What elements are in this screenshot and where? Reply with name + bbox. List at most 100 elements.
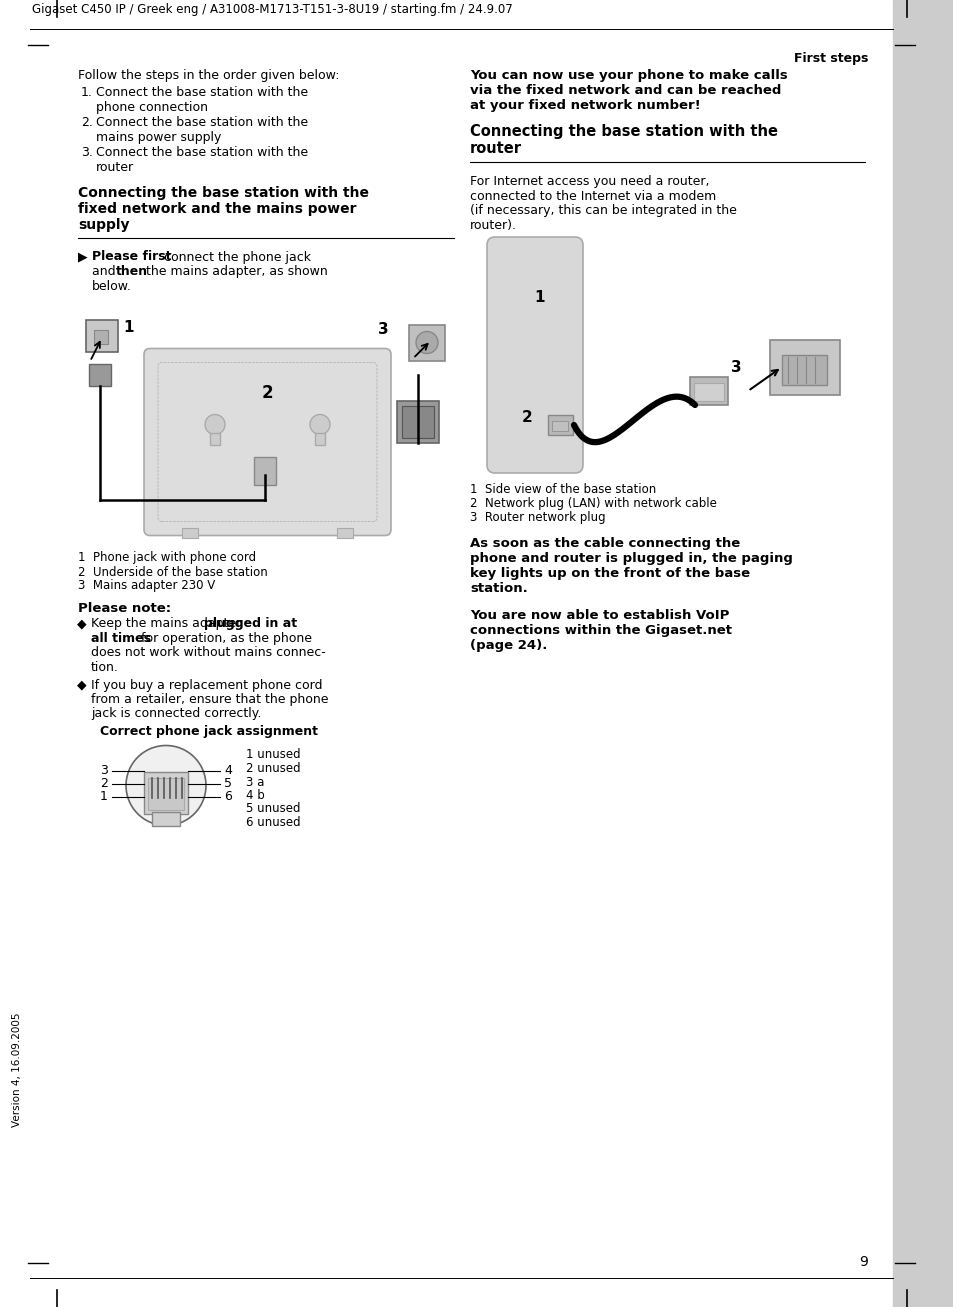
- Text: 3: 3: [100, 765, 108, 776]
- Bar: [210, 433, 220, 444]
- Text: key lights up on the front of the base: key lights up on the front of the base: [470, 567, 749, 580]
- Text: tion.: tion.: [91, 661, 119, 674]
- Text: supply: supply: [78, 218, 130, 233]
- Text: 1 unused: 1 unused: [246, 749, 300, 762]
- Text: 1.: 1.: [81, 86, 92, 99]
- Text: (if necessary, this can be integrated in the: (if necessary, this can be integrated in…: [470, 204, 736, 217]
- Bar: [689, 376, 727, 405]
- Text: then: then: [116, 265, 148, 278]
- Text: 1  Phone jack with phone cord: 1 Phone jack with phone cord: [78, 552, 255, 565]
- Text: ▶: ▶: [78, 251, 88, 264]
- Text: connections within the Gigaset.net: connections within the Gigaset.net: [470, 623, 731, 637]
- Text: 5 unused: 5 unused: [246, 802, 300, 816]
- Text: First steps: First steps: [793, 52, 867, 65]
- Bar: [94, 329, 108, 344]
- Text: the mains adapter, as shown: the mains adapter, as shown: [142, 265, 328, 278]
- Text: from a retailer, ensure that the phone: from a retailer, ensure that the phone: [91, 693, 328, 706]
- Text: 3 a: 3 a: [246, 775, 264, 788]
- Text: all times: all times: [91, 633, 151, 644]
- Text: router: router: [96, 161, 134, 174]
- Text: and: and: [91, 265, 119, 278]
- Bar: [552, 421, 567, 431]
- Bar: [781, 356, 826, 386]
- Text: (page 24).: (page 24).: [470, 639, 547, 652]
- Text: 2: 2: [521, 410, 532, 425]
- Bar: [396, 400, 438, 443]
- Text: For Internet access you need a router,: For Internet access you need a router,: [470, 175, 709, 188]
- Text: 2  Network plug (LAN) with network cable: 2 Network plug (LAN) with network cable: [470, 497, 716, 510]
- Text: 2 unused: 2 unused: [246, 762, 300, 775]
- Text: via the fixed network and can be reached: via the fixed network and can be reached: [470, 84, 781, 97]
- Text: 2.: 2.: [81, 116, 92, 129]
- Bar: [693, 383, 723, 401]
- Text: 3  Router network plug: 3 Router network plug: [470, 511, 605, 524]
- Bar: [86, 319, 118, 352]
- Text: 1: 1: [123, 320, 133, 335]
- Text: As soon as the cable connecting the: As soon as the cable connecting the: [470, 537, 740, 550]
- Text: If you buy a replacement phone cord: If you buy a replacement phone cord: [91, 678, 322, 691]
- Text: 4 b: 4 b: [246, 789, 265, 802]
- Text: 1  Side view of the base station: 1 Side view of the base station: [470, 484, 656, 495]
- Text: 2  Underside of the base station: 2 Underside of the base station: [78, 566, 268, 579]
- Bar: [409, 324, 444, 361]
- Text: Connect the base station with the: Connect the base station with the: [96, 116, 308, 129]
- Text: Gigaset C450 IP / Greek eng / A31008-M1713-T151-3-8U19 / starting.fm / 24.9.07: Gigaset C450 IP / Greek eng / A31008-M17…: [32, 3, 512, 16]
- FancyBboxPatch shape: [144, 349, 391, 536]
- Text: fixed network and the mains power: fixed network and the mains power: [78, 203, 356, 217]
- Text: Connect the base station with the: Connect the base station with the: [96, 146, 308, 159]
- Bar: [401, 405, 434, 438]
- Text: 3: 3: [731, 359, 741, 375]
- Bar: [144, 771, 188, 813]
- Bar: [547, 416, 573, 435]
- Text: Connect the base station with the: Connect the base station with the: [96, 86, 308, 99]
- Text: 5: 5: [224, 776, 232, 789]
- Circle shape: [310, 414, 330, 434]
- Text: for operation, as the phone: for operation, as the phone: [137, 633, 312, 644]
- Circle shape: [416, 332, 437, 353]
- Text: 3.: 3.: [81, 146, 92, 159]
- Text: Follow the steps in the order given below:: Follow the steps in the order given belo…: [78, 69, 339, 82]
- Circle shape: [126, 745, 206, 826]
- Text: 6: 6: [224, 789, 232, 802]
- Bar: [314, 433, 325, 444]
- Text: Keep the mains adapter: Keep the mains adapter: [91, 617, 245, 630]
- Text: 6 unused: 6 unused: [246, 816, 300, 829]
- Text: ◆: ◆: [77, 678, 87, 691]
- Text: mains power supply: mains power supply: [96, 131, 221, 144]
- Text: 2: 2: [100, 776, 108, 789]
- Text: connected to the Internet via a modem: connected to the Internet via a modem: [470, 190, 716, 203]
- Bar: [336, 528, 353, 537]
- Bar: [152, 812, 180, 826]
- Text: 1: 1: [535, 290, 545, 305]
- Text: You can now use your phone to make calls: You can now use your phone to make calls: [470, 69, 787, 82]
- Text: 2: 2: [261, 384, 273, 403]
- Text: Please note:: Please note:: [78, 601, 171, 614]
- Text: 9: 9: [859, 1255, 867, 1269]
- Text: 3: 3: [378, 322, 389, 337]
- Text: ◆: ◆: [77, 617, 87, 630]
- Bar: [182, 528, 198, 537]
- Text: 3  Mains adapter 230 V: 3 Mains adapter 230 V: [78, 579, 215, 592]
- Text: at your fixed network number!: at your fixed network number!: [470, 99, 700, 112]
- Text: does not work without mains connec-: does not work without mains connec-: [91, 647, 325, 660]
- Circle shape: [205, 414, 225, 434]
- Text: router: router: [470, 141, 521, 156]
- Text: jack is connected correctly.: jack is connected correctly.: [91, 707, 261, 720]
- Text: 1: 1: [100, 789, 108, 802]
- Text: You are now able to establish VoIP: You are now able to establish VoIP: [470, 609, 729, 622]
- Text: phone connection: phone connection: [96, 101, 208, 114]
- Text: 4: 4: [224, 765, 232, 776]
- Text: Connecting the base station with the: Connecting the base station with the: [78, 187, 369, 200]
- Text: Correct phone jack assignment: Correct phone jack assignment: [100, 725, 317, 738]
- Text: connect the phone jack: connect the phone jack: [160, 251, 311, 264]
- Text: station.: station.: [470, 582, 527, 595]
- Text: phone and router is plugged in, the paging: phone and router is plugged in, the pagi…: [470, 552, 792, 565]
- Text: Connecting the base station with the: Connecting the base station with the: [470, 124, 778, 139]
- Text: Please first: Please first: [91, 251, 172, 264]
- Bar: [769, 340, 840, 395]
- Bar: [892, 0, 953, 1307]
- Text: below.: below.: [91, 280, 132, 293]
- Bar: [148, 778, 184, 809]
- Text: Version 4, 16.09.2005: Version 4, 16.09.2005: [12, 1013, 22, 1127]
- Text: plugged in at: plugged in at: [204, 617, 296, 630]
